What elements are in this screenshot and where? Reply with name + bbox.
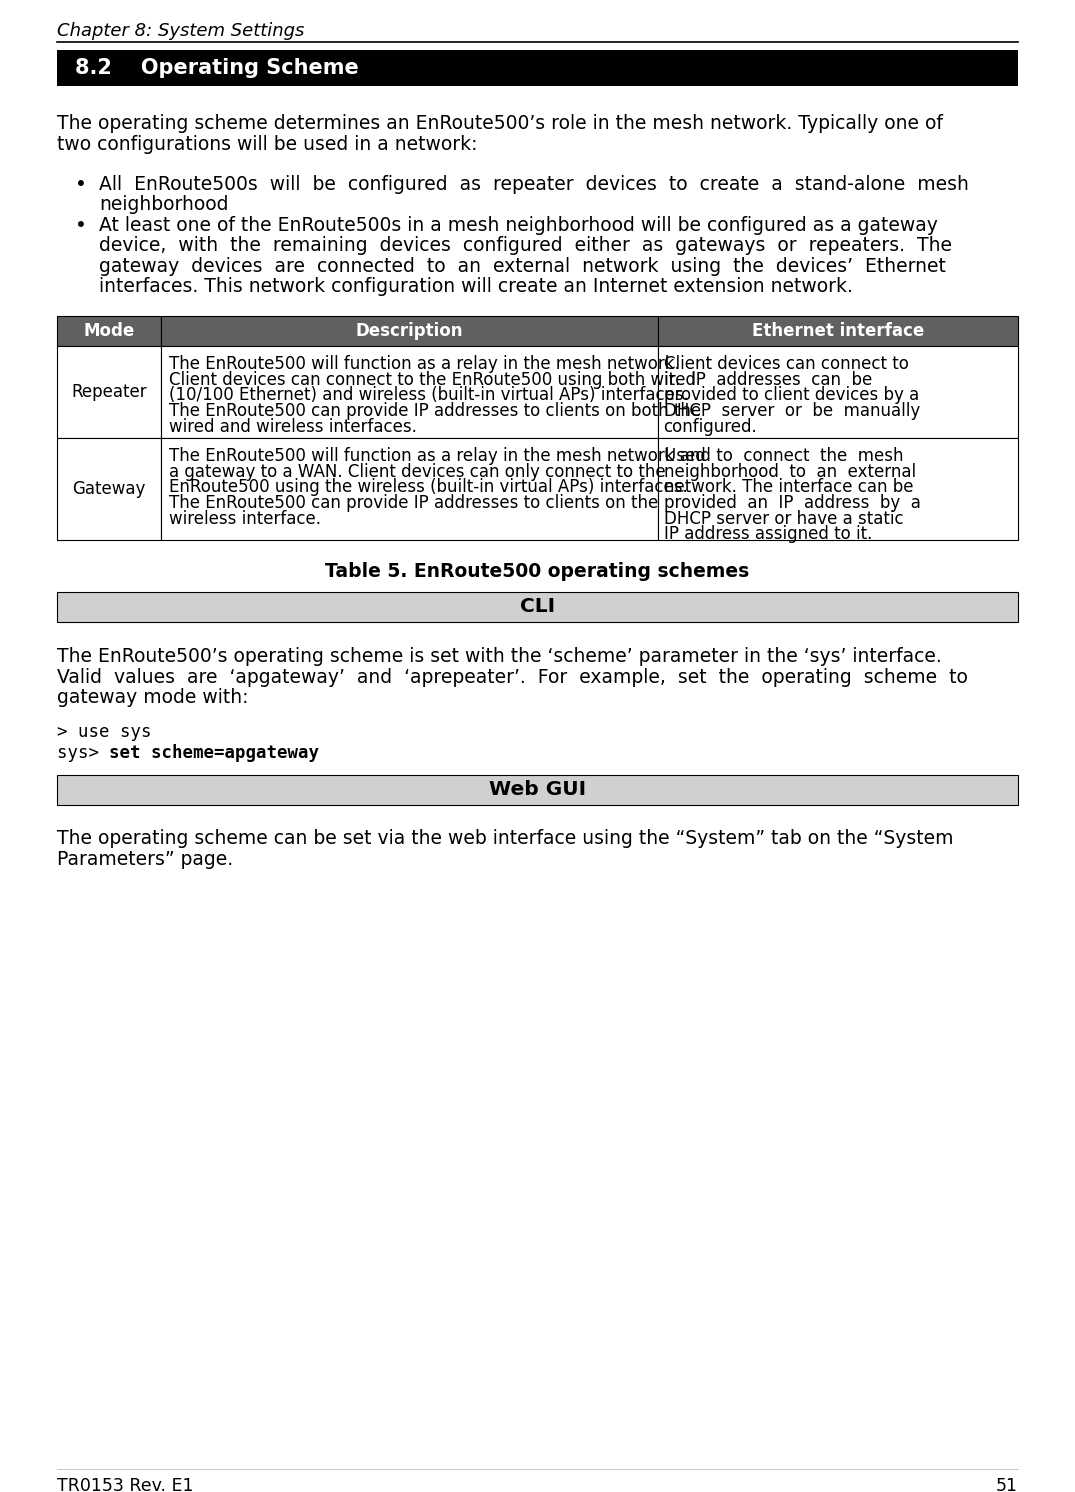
FancyBboxPatch shape [57,346,161,439]
Text: device,  with  the  remaining  devices  configured  either  as  gateways  or  re: device, with the remaining devices confi… [99,237,952,255]
Text: neighborhood: neighborhood [99,195,229,215]
Text: The EnRoute500’s operating scheme is set with the ‘scheme’ parameter in the ‘sys: The EnRoute500’s operating scheme is set… [57,648,942,665]
Text: Used  to  connect  the  mesh: Used to connect the mesh [663,448,903,466]
Text: The EnRoute500 can provide IP addresses to clients on the: The EnRoute500 can provide IP addresses … [169,494,658,512]
FancyBboxPatch shape [161,316,658,346]
Text: Mode: Mode [83,322,134,340]
Text: The EnRoute500 will function as a relay in the mesh network.: The EnRoute500 will function as a relay … [169,355,679,373]
Text: Valid  values  are  ‘apgateway’  and  ‘aprepeater’.  For  example,  set  the  op: Valid values are ‘apgateway’ and ‘aprepe… [57,667,968,686]
Text: Ethernet interface: Ethernet interface [751,322,923,340]
Text: interfaces. This network configuration will create an Internet extension network: interfaces. This network configuration w… [99,278,852,297]
FancyBboxPatch shape [57,439,161,540]
Text: a gateway to a WAN. Client devices can only connect to the: a gateway to a WAN. Client devices can o… [169,463,665,480]
Text: configured.: configured. [663,418,758,436]
FancyBboxPatch shape [161,439,658,540]
Text: Client devices can connect to the EnRoute500 using both wired: Client devices can connect to the EnRout… [169,370,696,389]
Text: (10/100 Ethernet) and wireless (built-in virtual APs) interfaces.: (10/100 Ethernet) and wireless (built-in… [169,386,689,404]
Text: CLI: CLI [520,597,555,616]
Text: Repeater: Repeater [71,383,146,401]
Text: The operating scheme determines an EnRoute500’s role in the mesh network. Typica: The operating scheme determines an EnRou… [57,113,943,133]
Text: sys>: sys> [57,745,110,762]
Text: Chapter 8: System Settings: Chapter 8: System Settings [57,22,304,40]
Text: Gateway: Gateway [72,480,145,498]
Text: The EnRoute500 will function as a relay in the mesh network and: The EnRoute500 will function as a relay … [169,448,711,466]
Text: TR0153 Rev. E1: TR0153 Rev. E1 [57,1477,194,1492]
FancyBboxPatch shape [658,439,1018,540]
Text: set scheme=apgateway: set scheme=apgateway [109,745,319,762]
Text: 51: 51 [997,1477,1018,1492]
Text: > use sys: > use sys [57,722,152,740]
Text: wireless interface.: wireless interface. [169,510,320,528]
Text: •: • [75,216,87,236]
FancyBboxPatch shape [57,592,1018,622]
Text: Parameters” page.: Parameters” page. [57,850,233,868]
Text: Client devices can connect to: Client devices can connect to [663,355,908,373]
Text: Web GUI: Web GUI [489,780,586,800]
FancyBboxPatch shape [658,316,1018,346]
Text: DHCP  server  or  be  manually: DHCP server or be manually [663,403,920,421]
Text: network. The interface can be: network. The interface can be [663,479,913,497]
Text: Description: Description [356,322,463,340]
Text: wired and wireless interfaces.: wired and wireless interfaces. [169,418,417,436]
Text: provided  an  IP  address  by  a: provided an IP address by a [663,494,920,512]
Text: neighborhood  to  an  external: neighborhood to an external [663,463,916,480]
FancyBboxPatch shape [161,346,658,439]
Text: gateway  devices  are  connected  to  an  external  network  using  the  devices: gateway devices are connected to an exte… [99,257,946,276]
FancyBboxPatch shape [57,774,1018,804]
Text: EnRoute500 using the wireless (built-in virtual APs) interfaces.: EnRoute500 using the wireless (built-in … [169,479,688,497]
Text: 8.2    Operating Scheme: 8.2 Operating Scheme [75,58,359,78]
Text: The operating scheme can be set via the web interface using the “System” tab on : The operating scheme can be set via the … [57,830,954,849]
FancyBboxPatch shape [658,346,1018,439]
Text: it.  IP  addresses  can  be: it. IP addresses can be [663,370,872,389]
Text: IP address assigned to it.: IP address assigned to it. [663,525,872,543]
Text: •: • [75,175,87,194]
Text: two configurations will be used in a network:: two configurations will be used in a net… [57,134,477,154]
Text: All  EnRoute500s  will  be  configured  as  repeater  devices  to  create  a  st: All EnRoute500s will be configured as re… [99,175,969,194]
Text: provided to client devices by a: provided to client devices by a [663,386,919,404]
Text: Table 5. EnRoute500 operating schemes: Table 5. EnRoute500 operating schemes [326,562,749,580]
Text: At least one of the EnRoute500s in a mesh neighborhood will be configured as a g: At least one of the EnRoute500s in a mes… [99,216,937,236]
Text: DHCP server or have a static: DHCP server or have a static [663,510,903,528]
Text: The EnRoute500 can provide IP addresses to clients on both the: The EnRoute500 can provide IP addresses … [169,403,701,421]
Text: gateway mode with:: gateway mode with: [57,688,248,707]
FancyBboxPatch shape [57,51,1018,87]
FancyBboxPatch shape [57,316,161,346]
